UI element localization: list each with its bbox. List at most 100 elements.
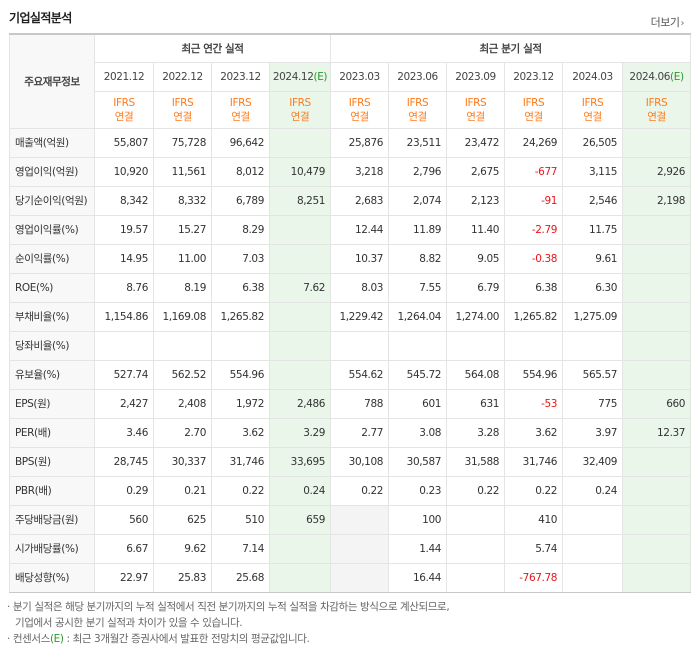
table-cell: 10,479 — [268, 156, 332, 187]
table-cell — [622, 475, 692, 506]
table-cell: 0.22 — [211, 475, 270, 506]
table-cell: 3,218 — [330, 156, 390, 187]
table-cell: 2,546 — [562, 185, 624, 216]
table-cell: 33,695 — [268, 446, 332, 477]
table-cell: 11.00 — [153, 243, 212, 274]
ifrs-label: IFRS — [229, 96, 252, 109]
annual-group-header: 최근 연간 실적 — [93, 33, 332, 63]
table-cell: 24,269 — [504, 127, 564, 158]
table-cell: 1,169.08 — [153, 301, 212, 332]
table-cell: 1,264.04 — [388, 301, 448, 332]
consolidated-label: 연결 — [647, 110, 666, 123]
consolidated-label: 연결 — [290, 110, 310, 123]
table-cell: 11,561 — [153, 156, 212, 187]
table-cell: 631 — [446, 388, 506, 419]
table-cell: 8.19 — [153, 272, 212, 303]
table-cell — [94, 330, 154, 361]
table-cell — [446, 562, 506, 593]
table-row: ROE(%) 8.76 8.19 6.38 7.62 8.03 7.55 6.79 6.38 6.… — [9, 272, 692, 303]
table-cell — [622, 504, 692, 535]
table-cell: -2.79 — [504, 214, 564, 245]
table-cell — [622, 214, 692, 245]
row-label: 배당성향(%) — [9, 562, 95, 593]
table-cell — [388, 330, 448, 361]
table-cell — [562, 504, 624, 535]
table-cell: 564.08 — [446, 359, 506, 390]
period-header: 2022.12 — [153, 61, 212, 92]
table-row: PBR(배) 0.29 0.21 0.22 0.24 0.22 0.23 0.22 0.22 0.… — [9, 475, 692, 506]
table-cell: 659 — [268, 504, 332, 535]
table-cell: 3.62 — [211, 417, 270, 448]
table-cell: 6.30 — [562, 272, 624, 303]
period-header: 2023.03 — [330, 61, 390, 92]
row-label: ROE(%) — [9, 272, 95, 303]
table-cell: 23,472 — [446, 127, 506, 158]
table-row: PER(배) 3.46 2.70 3.62 3.29 2.77 3.08 3.28 3.62 3.… — [9, 417, 692, 448]
table-row: 시가배당률(%) 6.67 9.62 7.14 1.44 5.74 — [9, 533, 692, 564]
table-cell: 9.61 — [562, 243, 624, 274]
more-link[interactable]: 더보기› — [650, 14, 685, 30]
ifrs-label: IFRS — [581, 96, 604, 109]
table-cell: -677 — [504, 156, 564, 187]
table-cell: 30,337 — [153, 446, 212, 477]
period-label: 2023.12 — [513, 70, 554, 83]
table-cell: 19.57 — [94, 214, 154, 245]
table-cell: 10.37 — [330, 243, 390, 274]
table-cell: 2,074 — [388, 185, 448, 216]
table-cell: 2,675 — [446, 156, 506, 187]
table-cell: 7.55 — [388, 272, 448, 303]
table-cell — [622, 272, 692, 303]
table-row: 당기순이익(억원) 8,342 8,332 6,789 8,251 2,683 2,074 2… — [9, 185, 692, 216]
table-cell: 2,926 — [622, 156, 692, 187]
table-cell: 1.44 — [388, 533, 448, 564]
table-cell: -91 — [504, 185, 564, 216]
quarterly-group-header: 최근 분기 실적 — [330, 33, 692, 63]
table-cell: 625 — [153, 504, 212, 535]
table-cell: 12.37 — [622, 417, 692, 448]
table-cell: 3.08 — [388, 417, 448, 448]
period-header: 2021.12 — [94, 61, 154, 92]
table-cell: 7.62 — [268, 272, 332, 303]
consolidated-label: 연결 — [583, 110, 602, 123]
table-cell: 3.97 — [562, 417, 624, 448]
table-cell: 1,265.82 — [211, 301, 270, 332]
table-cell: 0.23 — [388, 475, 448, 506]
table-cell — [330, 562, 390, 593]
table-row: 배당성향(%) 22.97 25.83 25.68 16.44 -767.78 — [9, 562, 692, 593]
footnote-2-prefix: 컨센서스 — [12, 633, 50, 645]
table-cell: 2,123 — [446, 185, 506, 216]
table-cell: 0.24 — [562, 475, 624, 506]
table-cell — [268, 214, 332, 245]
ifrs-badge: IFRS 연결 — [153, 90, 212, 129]
table-row: 영업이익(억원) 10,920 11,561 8,012 10,479 3,218 2,79… — [9, 156, 692, 187]
table-cell: 554.62 — [330, 359, 390, 390]
table-cell: 28,745 — [94, 446, 154, 477]
table-cell: 25,876 — [330, 127, 390, 158]
table-row: 매출액(억원) 55,807 75,728 96,642 25,876 23,511 23,… — [9, 127, 692, 158]
table-cell — [268, 562, 332, 593]
table-cell: 0.21 — [153, 475, 212, 506]
table-cell — [622, 359, 692, 390]
table-cell — [622, 330, 692, 361]
table-cell — [330, 533, 390, 564]
period-header: 2024.12(E) — [268, 61, 332, 92]
table-cell: 100 — [388, 504, 448, 535]
table-cell: 8,332 — [153, 185, 212, 216]
table-cell — [622, 562, 692, 593]
more-label: 더보기 — [650, 16, 680, 29]
table-cell: 32,409 — [562, 446, 624, 477]
period-header: 2023.12 — [211, 61, 270, 92]
consolidated-label: 연결 — [231, 110, 250, 123]
table-cell — [268, 359, 332, 390]
table-cell: 554.96 — [504, 359, 564, 390]
ifrs-label: IFRS — [522, 96, 545, 109]
period-header: 2023.06 — [388, 61, 448, 92]
table-cell: 75,728 — [153, 127, 212, 158]
ifrs-label: IFRS — [171, 96, 194, 109]
ifrs-badge: IFRS 연결 — [622, 90, 692, 129]
table-cell: 2.77 — [330, 417, 390, 448]
row-label: BPS(원) — [9, 446, 95, 477]
table-cell: 775 — [562, 388, 624, 419]
table-cell: 8.03 — [330, 272, 390, 303]
row-label: 유보율(%) — [9, 359, 95, 390]
